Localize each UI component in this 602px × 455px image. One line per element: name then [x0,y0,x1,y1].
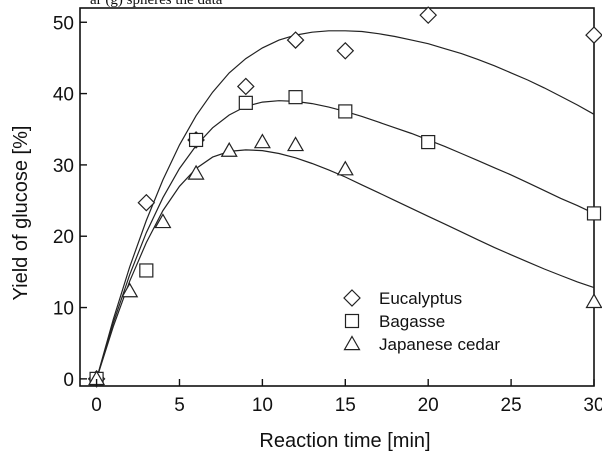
point-bagasse [288,90,303,105]
legend-marker-japanese-cedar [343,335,361,351]
legend-label-bagasse: Bagasse [379,312,445,331]
data-markers [87,6,602,388]
y-tick-label: 0 [63,370,74,391]
fit-curve-japanese-cedar [96,149,595,380]
y-axis-title: Yield of glucose [%] [10,126,32,301]
x-axis-title: Reaction time [min] [259,430,430,452]
legend-label-eucalyptus: Eucalyptus [379,289,462,308]
point-eucalyptus [585,26,602,44]
legend-marker-bagasse [344,313,360,329]
point-bagasse [238,95,253,110]
fit-curve-eucalyptus [96,30,595,380]
legend-marker-eucalyptus [343,289,361,307]
point-bagasse [586,206,602,221]
point-eucalyptus [336,41,355,60]
legend: Eucalyptus Bagasse Japanese cedar [343,289,500,354]
point-japanese-cedar [287,136,305,152]
clipped-caption-text: ar (g) spheres the data [90,0,223,8]
point-eucalyptus [137,193,156,212]
y-tick-label: 50 [53,13,74,34]
x-tick-label: 25 [501,395,522,416]
point-japanese-cedar [121,282,139,298]
x-tick-label: 0 [91,395,102,416]
point-japanese-cedar [154,213,172,229]
legend-label-japanese-cedar: Japanese cedar [379,335,500,354]
point-bagasse [188,132,204,148]
y-tick-label: 30 [53,156,74,177]
point-japanese-cedar [585,293,602,309]
point-eucalyptus [286,31,305,49]
axis-ticks: 0 5 10 15 20 25 30 0 10 20 30 40 50 [53,13,602,416]
plot-border [79,7,595,387]
y-tick-label: 10 [53,299,74,320]
point-eucalyptus [419,6,438,24]
point-japanese-cedar [187,164,205,180]
plot-frame [79,7,595,387]
x-tick-label: 20 [418,395,439,416]
point-bagasse [338,104,353,119]
point-japanese-cedar [336,160,354,176]
point-bagasse [139,263,154,278]
y-tick-label: 40 [53,85,74,106]
fit-curve-bagasse [96,100,595,380]
x-tick-label: 5 [174,395,185,416]
point-japanese-cedar [253,133,271,149]
x-tick-label: 30 [583,395,602,416]
point-eucalyptus [236,77,255,96]
x-tick-label: 10 [252,395,273,416]
point-bagasse [421,134,436,150]
y-tick-label: 20 [53,227,74,248]
point-japanese-cedar [220,141,238,157]
x-tick-label: 15 [335,395,356,416]
